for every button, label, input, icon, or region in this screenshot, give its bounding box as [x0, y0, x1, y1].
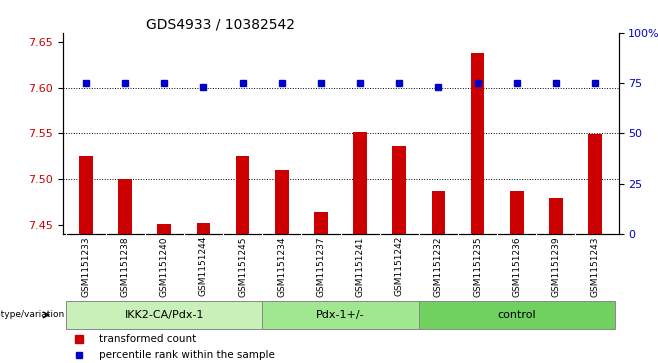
Bar [79, 156, 93, 234]
Text: GDS4933 / 10382542: GDS4933 / 10382542 [146, 17, 295, 32]
Bar [353, 131, 367, 234]
Text: GSM1151243: GSM1151243 [590, 236, 599, 297]
Bar [197, 223, 211, 234]
Bar [588, 134, 602, 234]
Bar [470, 53, 484, 234]
Text: Pdx-1+/-: Pdx-1+/- [316, 310, 365, 320]
Text: GSM1151234: GSM1151234 [277, 236, 286, 297]
Bar [392, 146, 406, 234]
Bar [314, 212, 328, 234]
FancyBboxPatch shape [419, 301, 615, 329]
Bar [510, 191, 524, 234]
Text: GSM1151238: GSM1151238 [120, 236, 130, 297]
Text: GSM1151244: GSM1151244 [199, 236, 208, 297]
Text: GSM1151232: GSM1151232 [434, 236, 443, 297]
Text: genotype/variation: genotype/variation [0, 310, 65, 319]
Text: transformed count: transformed count [99, 334, 196, 344]
FancyBboxPatch shape [66, 301, 262, 329]
Bar [549, 199, 563, 234]
Text: GSM1151245: GSM1151245 [238, 236, 247, 297]
Bar [236, 156, 249, 234]
Text: GSM1151241: GSM1151241 [355, 236, 365, 297]
Text: GSM1151237: GSM1151237 [316, 236, 326, 297]
Text: GSM1151240: GSM1151240 [160, 236, 169, 297]
Bar [118, 179, 132, 234]
Text: IKK2-CA/Pdx-1: IKK2-CA/Pdx-1 [124, 310, 204, 320]
Bar [432, 191, 445, 234]
Bar [275, 170, 289, 234]
Text: percentile rank within the sample: percentile rank within the sample [99, 350, 274, 360]
Text: GSM1151242: GSM1151242 [395, 236, 404, 297]
Text: GSM1151236: GSM1151236 [512, 236, 521, 297]
Text: control: control [497, 310, 536, 320]
FancyBboxPatch shape [262, 301, 419, 329]
Text: GSM1151235: GSM1151235 [473, 236, 482, 297]
Text: GSM1151233: GSM1151233 [82, 236, 91, 297]
Text: GSM1151239: GSM1151239 [551, 236, 561, 297]
Bar [157, 224, 171, 234]
